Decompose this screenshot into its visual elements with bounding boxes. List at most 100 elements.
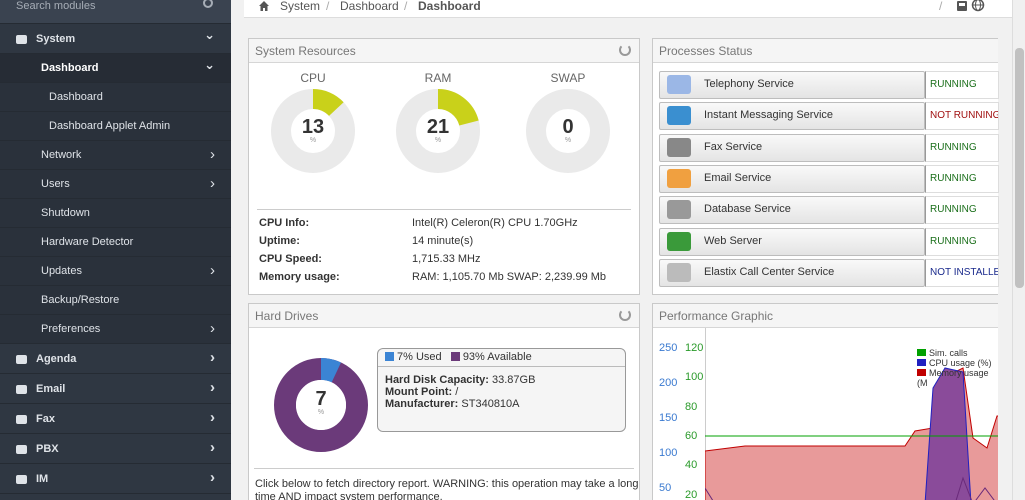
legend-entry: CPU usage (%) xyxy=(917,358,998,368)
users-icon xyxy=(16,475,27,484)
info-key: CPU Speed: xyxy=(259,253,322,265)
process-row[interactable]: Telephony Service RUNNING xyxy=(659,71,999,99)
processes-status-panel: Processes Status Telephony Service RUNNIN… xyxy=(652,38,999,295)
ram-gauge xyxy=(396,89,480,173)
sidebar-item-backup-restore[interactable]: Backup/Restore xyxy=(0,286,231,315)
chevron-right-icon: › xyxy=(210,262,215,279)
globe-icon xyxy=(667,231,691,251)
sidebar-item-dashboard-applet-admin[interactable]: Dashboard Applet Admin xyxy=(0,112,231,141)
mount-label: Mount Point: xyxy=(385,386,453,398)
info-value: Intel(R) Celeron(R) CPU 1.70GHz xyxy=(412,217,578,229)
sidebar-item-network[interactable]: Network › xyxy=(0,141,231,170)
process-status: RUNNING xyxy=(925,133,999,162)
capacity-value: 33.87GB xyxy=(492,374,536,386)
breadcrumb-parent[interactable]: Dashboard xyxy=(340,0,399,13)
database-icon xyxy=(667,200,691,220)
scrollbar-thumb[interactable] xyxy=(1015,48,1024,288)
process-name[interactable]: Web Server xyxy=(659,227,925,256)
sidebar-item-system[interactable]: System ⌄ xyxy=(0,24,231,54)
process-name[interactable]: Instant Messaging Service xyxy=(659,102,925,131)
capacity-label: Hard Disk Capacity: xyxy=(385,374,489,386)
gauge-value: 13 xyxy=(301,116,325,138)
legend-entry: Sim. calls xyxy=(917,348,998,358)
panel-header: System Resources xyxy=(249,39,639,63)
sidebar-item-dashboard[interactable]: Dashboard ⌄ xyxy=(0,54,231,83)
sidebar-item-updates[interactable]: Updates › xyxy=(0,257,231,286)
sidebar-item-pbx[interactable]: PBX › xyxy=(0,434,231,464)
process-row[interactable]: Instant Messaging Service NOT RUNNING xyxy=(659,102,999,131)
disk-usage-value: 7 xyxy=(315,388,327,410)
sidebar-item-hardware-detector[interactable]: Hardware Detector xyxy=(0,228,231,257)
axis-tick-left: 250 xyxy=(659,342,678,354)
process-row[interactable]: Email Service RUNNING xyxy=(659,164,999,193)
info-key: Memory usage: xyxy=(259,271,340,283)
phone-icon xyxy=(667,75,691,94)
legend-swatch xyxy=(917,369,926,376)
breadcrumb-sep: / xyxy=(404,0,408,13)
cpu-gauge xyxy=(271,89,355,173)
search-icon[interactable] xyxy=(203,0,213,8)
process-row[interactable]: Fax Service RUNNING xyxy=(659,133,999,162)
process-name[interactable]: Elastix Call Center Service xyxy=(659,258,925,287)
sidebar-item-label: Network xyxy=(41,149,82,161)
mount-value: / xyxy=(455,386,459,398)
breadcrumb-sep: / xyxy=(326,0,330,13)
legend-entry: Memory usage (M xyxy=(917,368,998,388)
directory-report-note: Click below to fetch directory report. W… xyxy=(255,478,639,500)
gauge-value: 21 xyxy=(426,116,450,138)
sidebar-item-label: PBX xyxy=(36,443,59,455)
axis-tick-mid: 100 xyxy=(685,371,704,384)
sidebar-item-shutdown[interactable]: Shutdown xyxy=(0,199,231,228)
breadcrumb-root[interactable]: System xyxy=(280,0,321,13)
axis-tick-mid: 40 xyxy=(685,459,698,472)
manufacturer-value: ST340810A xyxy=(461,398,520,410)
chevron-down-icon: ⌄ xyxy=(204,27,215,42)
axis-tick-mid: 120 xyxy=(685,342,704,354)
sidebar-item-users[interactable]: Users › xyxy=(0,170,231,199)
disk-usage-unit: % xyxy=(317,409,325,416)
resource-info-row: Memory usage: RAM: 1,105.70 Mb SWAP: 2,23… xyxy=(259,271,606,283)
process-name[interactable]: Telephony Service xyxy=(659,71,925,99)
home-icon[interactable] xyxy=(259,1,269,11)
sidebar-item-im[interactable]: IM › xyxy=(0,464,231,494)
sidebar-item-label: Backup/Restore xyxy=(41,294,120,306)
legend-label: CPU usage (%) xyxy=(929,358,992,368)
sidebar-item-agenda[interactable]: Agenda › xyxy=(0,344,231,374)
sidebar-item-label: Updates xyxy=(41,265,82,277)
legend-used: 7% Used xyxy=(397,351,442,363)
resource-info-row: CPU Info: Intel(R) Celeron(R) CPU 1.70GHz xyxy=(259,217,578,229)
search-input[interactable]: Search modules xyxy=(16,0,96,12)
search-module[interactable]: Search modules xyxy=(0,0,231,24)
globe-icon[interactable] xyxy=(971,0,985,12)
panel-header: Hard Drives xyxy=(249,304,639,328)
resource-info-row: Uptime: 14 minute(s) xyxy=(259,235,473,247)
process-row[interactable]: Web Server RUNNING xyxy=(659,227,999,256)
process-name[interactable]: Email Service xyxy=(659,164,925,193)
sidebar-item-preferences[interactable]: Preferences › xyxy=(0,315,231,344)
process-row[interactable]: Database Service RUNNING xyxy=(659,196,999,225)
sidebar-item-dashboard[interactable]: Dashboard xyxy=(0,83,231,112)
process-name[interactable]: Database Service xyxy=(659,196,925,225)
axis-tick-left: 150 xyxy=(659,412,678,424)
disk-legend: 7% Used 93% Available Hard Disk Capacity… xyxy=(377,348,626,432)
info-key: Uptime: xyxy=(259,235,300,247)
refresh-icon[interactable] xyxy=(619,309,631,321)
sidebar-item-fax[interactable]: Fax › xyxy=(0,404,231,434)
sidebar-item-label: Shutdown xyxy=(41,207,90,219)
process-status: RUNNING xyxy=(925,71,999,99)
gauge-unit: % xyxy=(564,137,572,144)
gauge-value: 0 xyxy=(562,116,574,138)
cpu-usage-line xyxy=(705,476,995,500)
gauge-unit: % xyxy=(309,137,317,144)
sidebar-item-email[interactable]: Email › xyxy=(0,374,231,404)
refresh-icon[interactable] xyxy=(619,44,631,56)
sidebar: Search modules System ⌄ Dashboard ⌄ Dashboar… xyxy=(0,0,231,500)
breadcrumb-sep: / xyxy=(939,0,943,13)
scrollbar[interactable] xyxy=(1012,0,1025,500)
process-name[interactable]: Fax Service xyxy=(659,133,925,162)
panel-title: Performance Graphic xyxy=(659,309,774,323)
process-status: NOT RUNNING xyxy=(925,102,999,131)
applet-admin-icon[interactable] xyxy=(956,0,968,12)
divider xyxy=(254,468,634,469)
